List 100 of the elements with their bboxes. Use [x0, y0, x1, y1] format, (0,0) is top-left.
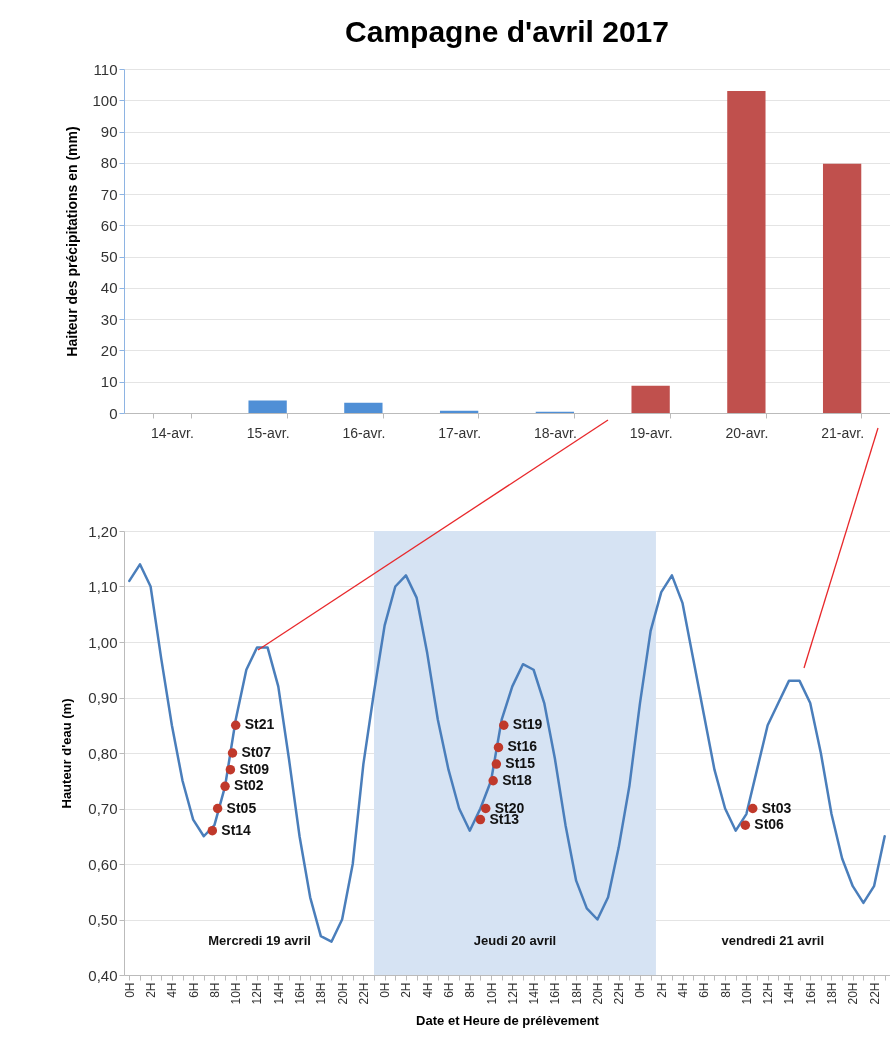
- x-tick-label: 22H: [356, 982, 371, 1005]
- y-tick-label: 0,80: [88, 744, 118, 762]
- x-tick-label: 18H: [824, 982, 839, 1005]
- point: [493, 742, 504, 753]
- point: [212, 803, 223, 814]
- point: [475, 814, 486, 825]
- point: [207, 825, 218, 836]
- y-tick-label: 0,40: [88, 966, 118, 984]
- x-tick-label: 15-avr.: [246, 424, 290, 441]
- y-tick-label: 110: [93, 60, 118, 78]
- y-tick-label: 70: [100, 185, 118, 203]
- x-tick-label: 14-avr.: [150, 424, 194, 441]
- annotation: St03: [761, 799, 792, 816]
- x-tick-label: 12H: [505, 982, 520, 1005]
- x-tick-label: 6H: [441, 982, 456, 998]
- point: [480, 803, 491, 814]
- annotation: St05: [226, 799, 257, 816]
- x-tick-label: 21-avr.: [821, 424, 865, 441]
- x-tick-label: 18-avr.: [533, 424, 577, 441]
- x-tick-label: 4H: [165, 982, 180, 998]
- y-tick-label: 40: [100, 279, 118, 297]
- y-tick-label: 20: [100, 341, 118, 359]
- annotation: St14: [221, 821, 252, 838]
- x-axis-title: Date et Heure de prélèvement: [416, 1012, 600, 1028]
- annotation: St21: [244, 716, 275, 733]
- y-tick-label: 0: [109, 404, 118, 422]
- x-tick-label: 20H: [590, 982, 605, 1005]
- bar: [631, 385, 670, 413]
- x-tick-label: 20-avr.: [725, 424, 769, 441]
- point: [220, 781, 230, 792]
- point: [225, 764, 236, 775]
- annotation: St19: [512, 716, 543, 733]
- y-tick-label: 0,70: [88, 800, 118, 817]
- x-tick-label: 16-avr.: [342, 424, 386, 441]
- x-tick-label: 20H: [335, 982, 350, 1005]
- y-tick-label: 0,90: [88, 689, 118, 706]
- annotation: St18: [502, 771, 532, 788]
- y-tick-label: 1,10: [88, 578, 118, 595]
- x-tick-label: 0H: [122, 982, 137, 998]
- x-tick-label: 6H: [186, 982, 201, 998]
- x-tick-label: 18H: [569, 982, 584, 1005]
- point: [488, 776, 498, 786]
- x-tick-label: 12H: [250, 982, 265, 1005]
- annotation: St15: [505, 755, 536, 772]
- point: [491, 759, 502, 769]
- y-tick-label: 100: [92, 91, 118, 109]
- y-tick-label: 1,20: [88, 522, 118, 540]
- x-tick-label: 0H: [378, 982, 393, 998]
- x-tick-label: 10H: [229, 982, 244, 1005]
- bar: [439, 410, 479, 413]
- x-tick-label: 14H: [271, 982, 286, 1005]
- annotation: St07: [241, 744, 272, 760]
- annotation: vendredi 21 avril: [721, 933, 825, 948]
- x-tick-label: 16H: [803, 982, 818, 1005]
- band-label: Jeudi 20 avril: [473, 933, 557, 948]
- bar: [248, 400, 287, 413]
- x-tick-label: 17-avr.: [438, 424, 482, 441]
- y-tick-label: 60: [100, 216, 118, 234]
- y-axis-title: Haiteur des précipitations en (mm): [64, 126, 81, 357]
- x-tick-label: 8H: [718, 982, 733, 998]
- x-tick-label: 22H: [612, 982, 627, 1005]
- x-tick-label: 20H: [846, 982, 861, 1005]
- bar: [822, 163, 862, 413]
- annotation: St16: [507, 738, 538, 755]
- annotation: Mercredi 19 avril: [208, 933, 311, 948]
- y-tick-label: 0,50: [88, 911, 118, 928]
- x-tick-label: 18H: [314, 982, 329, 1005]
- y-tick-label: 30: [100, 310, 118, 328]
- point: [227, 748, 238, 758]
- x-tick-label: 14H: [782, 982, 797, 1005]
- chart-title: Campagne d'avril 2017: [345, 15, 669, 48]
- x-tick-label: 4H: [420, 982, 435, 998]
- bar: [344, 402, 383, 413]
- annotation: St06: [754, 816, 785, 833]
- y-tick-label: 1,00: [88, 633, 118, 651]
- point: [748, 803, 758, 814]
- x-tick-label: 2H: [399, 982, 414, 998]
- y-axis-title: Hauteur d'eau (m): [59, 698, 75, 809]
- x-tick-label: 6H: [697, 982, 712, 998]
- x-tick-label: 22H: [867, 982, 882, 1005]
- y-tick-label: 10: [100, 373, 118, 391]
- x-tick-label: 0H: [633, 982, 648, 998]
- line-series: [128, 563, 886, 943]
- y-tick-label: 0,60: [88, 855, 118, 873]
- x-tick-label: 10H: [739, 982, 754, 1005]
- x-tick-label: 19-avr.: [629, 424, 673, 441]
- point: [499, 720, 509, 730]
- point: [740, 820, 751, 830]
- x-tick-label: 4H: [676, 982, 691, 998]
- annotation: St02: [234, 777, 264, 794]
- x-tick-label: 10H: [484, 982, 499, 1005]
- x-tick-label: 8H: [207, 982, 222, 998]
- x-tick-label: 16H: [548, 982, 563, 1005]
- point: [230, 720, 241, 730]
- annotation: St09: [239, 760, 270, 777]
- x-tick-label: 2H: [144, 982, 159, 998]
- x-tick-label: 16H: [293, 982, 308, 1005]
- y-tick-label: 90: [100, 123, 118, 141]
- y-tick-label: 80: [100, 154, 118, 172]
- x-tick-label: 8H: [463, 982, 478, 998]
